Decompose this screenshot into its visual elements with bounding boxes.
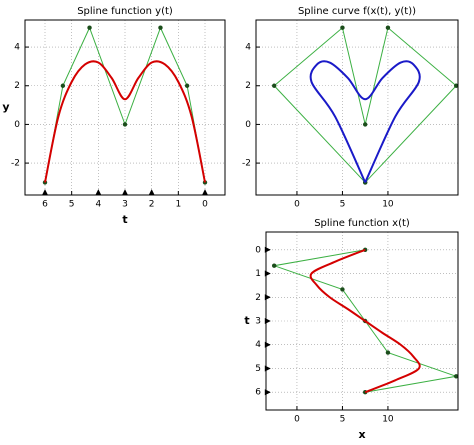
y-tick-label: 4: [14, 43, 20, 53]
control-point: [184, 83, 190, 88]
control-point: [60, 83, 66, 88]
x-tick-label: 5: [340, 200, 346, 210]
control-point: [87, 25, 92, 30]
subplot: 6 5 4 3 2 1 0 -2 0 2 4 Spline function y(t) t y: [2, 6, 226, 226]
x-tick-label: 10: [382, 200, 394, 210]
y-tick-label: -2: [242, 159, 251, 169]
knot-marker: [95, 189, 102, 196]
axes-frame: [255, 19, 459, 196]
y-tick-label: -2: [11, 159, 20, 169]
x-axis-label: x: [358, 428, 365, 441]
x-tick-label: 5: [69, 200, 75, 210]
y-tick-label: 1: [255, 269, 261, 279]
y-tick-label: 6: [255, 388, 261, 398]
y-tick-label: 2: [245, 81, 251, 91]
x-tick-label: 3: [122, 200, 128, 210]
x-axis-label: t: [122, 213, 127, 226]
knot-marker: [122, 189, 128, 196]
y-axis-label: t: [244, 314, 249, 327]
control-point: [453, 374, 459, 379]
knot-marker: [202, 189, 208, 196]
control-point: [385, 350, 391, 355]
x-tick-label: 0: [202, 200, 208, 210]
y-tick-label: 0: [245, 120, 251, 130]
control-point: [271, 263, 277, 268]
control-point: [362, 122, 368, 127]
y-tick-label: 2: [255, 293, 261, 303]
y-tick-label: 4: [245, 43, 251, 53]
knot-marker: [148, 189, 155, 196]
y-tick-label: 4: [255, 340, 261, 350]
subplot: 0 5 10 0 1 2 3 4 5 6 Spline function x(t) x t: [244, 218, 459, 441]
control-point: [385, 25, 391, 30]
y-tick-label: 0: [14, 120, 20, 130]
chart-title: Spline curve f(x(t), y(t)): [298, 6, 416, 17]
x-tick-label: 5: [340, 415, 346, 425]
control-point: [122, 122, 128, 127]
y-tick-label: 2: [14, 81, 20, 91]
x-tick-label: 10: [382, 415, 394, 425]
spline-curve: [309, 248, 421, 394]
x-tick-label: 6: [42, 200, 48, 210]
chart-title: Spline function y(t): [77, 6, 173, 17]
x-tick-label: 1: [175, 200, 181, 210]
spline-curve: [309, 60, 421, 183]
chart-title: Spline function x(t): [314, 218, 410, 229]
axes-frame: [265, 231, 459, 411]
control-point: [340, 287, 345, 292]
control-point: [453, 83, 459, 88]
x-tick-label: 0: [294, 200, 300, 210]
y-axis-label: y: [2, 101, 9, 114]
x-tick-label: 2: [149, 200, 155, 210]
knot-marker: [42, 189, 48, 196]
control-point: [340, 25, 345, 30]
y-tick-label: 3: [255, 317, 261, 327]
x-tick-label: 4: [95, 200, 101, 210]
subplot: 0 5 10 -2 0 2 4 Spline curve f(x(t), y(t)): [242, 6, 459, 210]
y-tick-label: 5: [255, 364, 261, 374]
plot-area: [256, 20, 458, 195]
control-point: [271, 83, 277, 88]
axes-frame: [24, 19, 226, 196]
x-tick-label: 0: [294, 415, 300, 425]
y-tick-label: 0: [255, 245, 261, 255]
spline-curve: [44, 60, 206, 183]
control-point: [158, 25, 163, 30]
